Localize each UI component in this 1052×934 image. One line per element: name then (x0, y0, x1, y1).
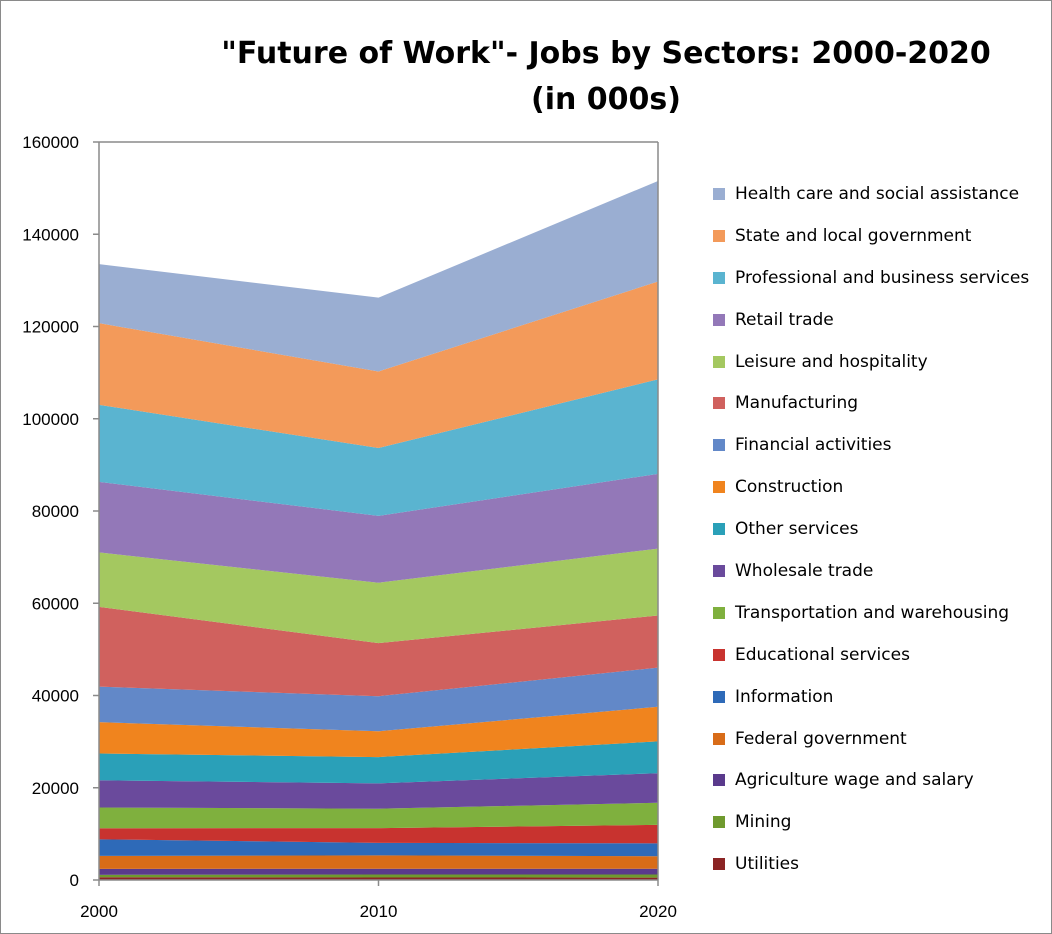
area-state-and-local-government (99, 281, 658, 449)
legend-label: Financial activities (735, 435, 892, 456)
legend-label: Leisure and hospitality (735, 351, 928, 372)
legend-label: Educational services (735, 644, 910, 665)
legend-swatch (713, 481, 725, 494)
legend-item-health-care-and-social-assistance: Health care and social assistance (713, 173, 1043, 215)
y-tick-label: 140000 (22, 225, 79, 244)
legend-swatch (713, 858, 725, 871)
area-other-services (99, 741, 658, 784)
legend-label: Health care and social assistance (735, 183, 1020, 204)
legend-label: Professional and business services (735, 267, 1030, 288)
legend-label: Retail trade (735, 309, 834, 330)
legend-item-financial-activities: Financial activities (713, 424, 1043, 466)
legend-swatch (713, 355, 725, 368)
x-tick-label: 2010 (360, 902, 398, 921)
legend-label: Construction (735, 477, 844, 498)
legend-item-transportation-and-warehousing: Transportation and warehousing (713, 592, 1043, 634)
legend-item-retail-trade: Retail trade (713, 299, 1043, 341)
legend-label: Agriculture wage and salary (735, 770, 974, 791)
chart-title: "Future of Work"- Jobs by Sectors: 2000-… (221, 36, 991, 117)
legend-label: Manufacturing (735, 393, 859, 414)
legend-swatch (713, 606, 725, 619)
legend-item-educational-services: Educational services (713, 634, 1043, 676)
legend-swatch (713, 816, 725, 829)
y-tick-label: 0 (70, 871, 79, 890)
legend-swatch (713, 690, 725, 703)
legend-label: Transportation and warehousing (735, 602, 1010, 623)
legend-label: Information (735, 686, 834, 707)
y-tick-label: 160000 (22, 133, 79, 152)
area-financial-activities (99, 667, 658, 732)
y-tick-label: 120000 (22, 318, 79, 337)
legend-item-leisure-and-hospitality: Leisure and hospitality (713, 341, 1043, 383)
legend-label: Federal government (735, 728, 907, 749)
legend-swatch (713, 564, 725, 577)
legend-label: Wholesale trade (735, 560, 874, 581)
legend-swatch (713, 774, 725, 787)
legend-swatch (713, 229, 725, 242)
legend-item-professional-and-business-services: Professional and business services (713, 257, 1043, 299)
legend-swatch (713, 439, 725, 452)
legend-item-federal-government: Federal government (713, 718, 1043, 760)
legend-swatch (713, 397, 725, 410)
x-tick-label: 2020 (639, 902, 677, 921)
area-leisure-and-hospitality (99, 548, 658, 644)
legend-label: Other services (735, 519, 859, 540)
legend-swatch (713, 732, 725, 745)
legend: Health care and social assistance State a… (713, 173, 1043, 885)
legend-label: Mining (735, 812, 792, 833)
area-mining (99, 874, 658, 878)
y-tick-label: 80000 (32, 502, 79, 521)
legend-swatch (713, 313, 725, 326)
legend-swatch (713, 187, 725, 200)
legend-swatch (713, 648, 725, 661)
area-transportation-and-warehousing (99, 802, 658, 829)
area-retail-trade (99, 473, 658, 583)
legend-swatch (713, 523, 725, 536)
legend-item-state-and-local-government: State and local government (713, 215, 1043, 257)
y-tick-label: 40000 (32, 687, 79, 706)
series-layer (99, 180, 658, 880)
legend-item-construction: Construction (713, 466, 1043, 508)
legend-label: Utilities (735, 854, 799, 875)
area-health-care-and-social-assistance (99, 180, 658, 372)
y-tick-label: 100000 (22, 410, 79, 429)
legend-item-other-services: Other services (713, 508, 1043, 550)
legend-item-agriculture-wage-and-salary: Agriculture wage and salary (713, 759, 1043, 801)
area-educational-services (99, 824, 658, 844)
axis-layer: 0 20000 40000 60000 80000 100000 120000 140000 1… (22, 133, 677, 921)
y-tick-label: 20000 (32, 779, 79, 798)
area-wholesale-trade (99, 773, 658, 809)
area-information (99, 839, 658, 857)
legend-swatch (713, 271, 725, 284)
y-tick-label: 60000 (32, 594, 79, 613)
legend-item-wholesale-trade: Wholesale trade (713, 550, 1043, 592)
area-professional-and-business-services (99, 379, 658, 516)
area-construction (99, 706, 658, 758)
x-tick-label: 2000 (80, 902, 118, 921)
area-federal-government (99, 855, 658, 869)
legend-item-information: Information (713, 676, 1043, 718)
area-manufacturing (99, 606, 658, 697)
legend-label: State and local government (735, 225, 972, 246)
area-agriculture-wage-and-salary (99, 868, 658, 875)
legend-item-manufacturing: Manufacturing (713, 382, 1043, 424)
legend-item-mining: Mining (713, 801, 1043, 843)
legend-item-utilities: Utilities (713, 843, 1043, 885)
